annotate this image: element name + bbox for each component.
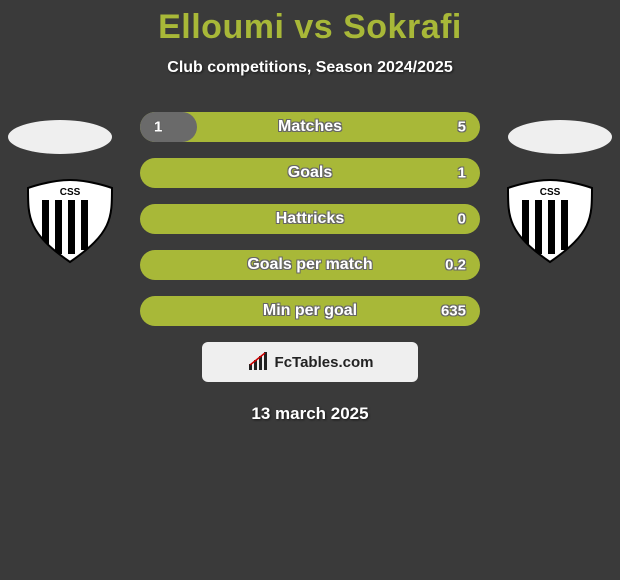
stat-bar-row: Goals per match0.2 — [140, 250, 480, 280]
stat-bar-row: Goals1 — [140, 158, 480, 188]
stat-bar-row: Matches15 — [140, 112, 480, 142]
chart-icon — [247, 352, 271, 372]
bar-background — [140, 158, 480, 188]
brand-badge[interactable]: FcTables.com — [202, 342, 418, 382]
bar-background — [140, 250, 480, 280]
player-avatar-left — [8, 120, 112, 154]
badge-text: CSS — [60, 187, 81, 198]
club-badge-right: CSS — [500, 178, 600, 264]
bar-fill-left — [140, 112, 197, 142]
subtitle: Club competitions, Season 2024/2025 — [0, 59, 620, 77]
stat-bar-row: Min per goal635 — [140, 296, 480, 326]
bar-background — [140, 296, 480, 326]
club-badge-left: CSS — [20, 178, 120, 264]
stat-bar-row: Hattricks0 — [140, 204, 480, 234]
comparison-content: CSS CSS Matches15 Goals1 Hattricks0 Goals p… — [0, 112, 620, 424]
brand-text: FcTables.com — [275, 354, 374, 371]
footer-date: 13 march 2025 — [0, 404, 620, 424]
stat-bars: Matches15 Goals1 Hattricks0 Goals per match… — [140, 112, 480, 326]
badge-text: CSS — [540, 187, 561, 198]
club-badge-svg: CSS — [500, 178, 600, 264]
player-avatar-right — [508, 120, 612, 154]
club-badge-svg: CSS — [20, 178, 120, 264]
page-title: Elloumi vs Sokrafi — [0, 0, 620, 47]
bar-background — [140, 204, 480, 234]
